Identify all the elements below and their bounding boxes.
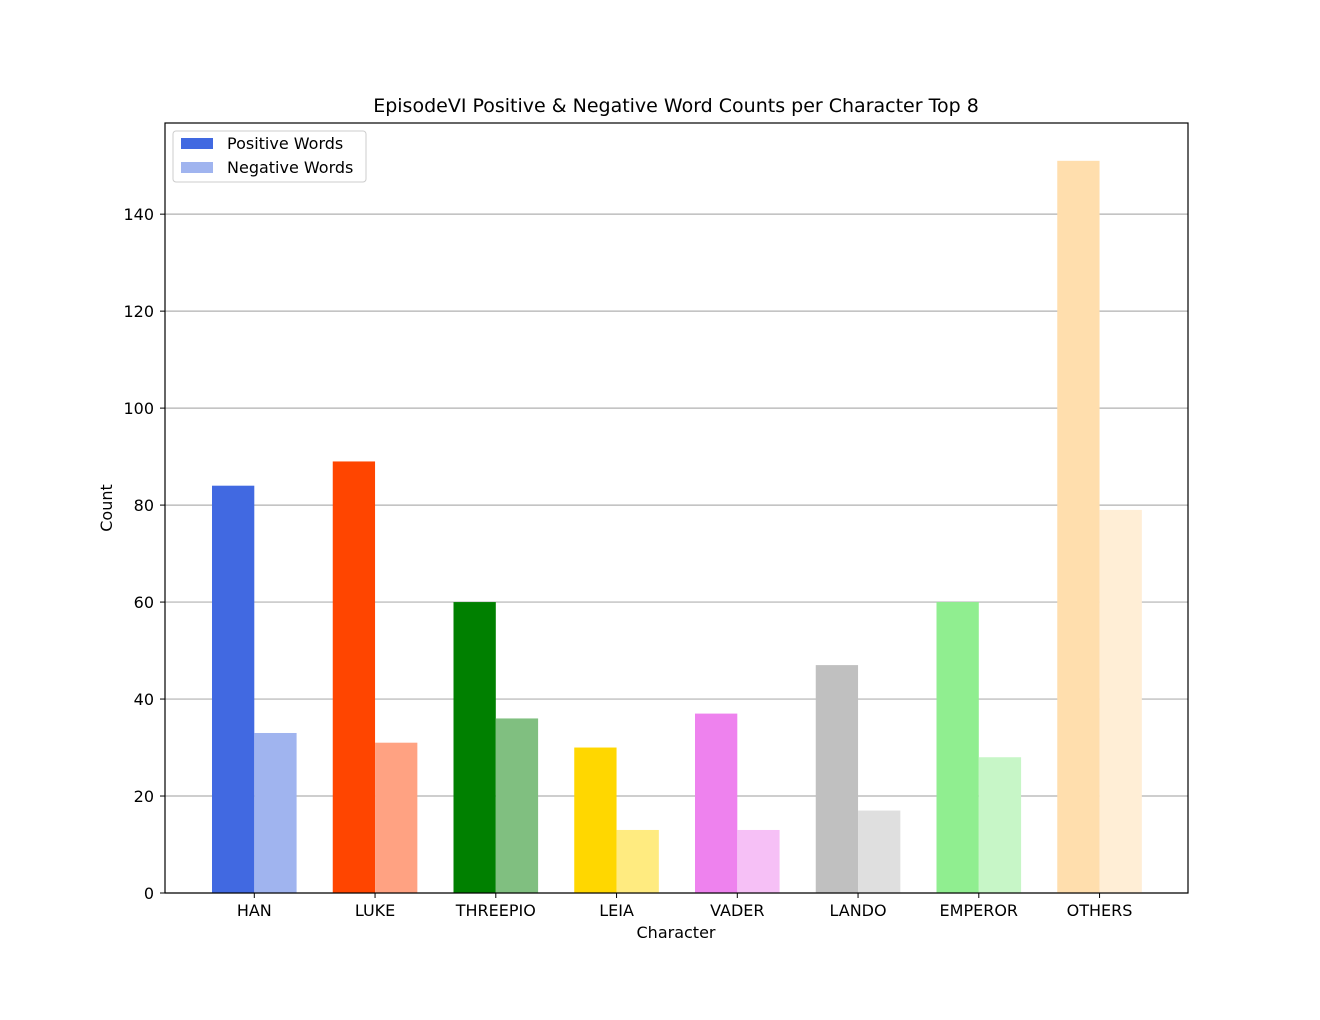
bars (212, 160, 1142, 893)
y-tick-label: 100 (123, 399, 154, 418)
legend-swatch-positive (181, 138, 213, 149)
plot-frame (164, 122, 1189, 894)
x-tick-label: LEIA (599, 901, 634, 920)
bar-luke-negative (375, 742, 418, 893)
x-tick-label: HAN (237, 901, 272, 920)
bar-vader-negative (737, 829, 780, 893)
x-tick-label: VADER (710, 901, 764, 920)
x-tick-label: EMPEROR (940, 901, 1019, 920)
legend-frame (172, 130, 367, 183)
y-axis: 0 20 40 60 80 100 120 140 (123, 205, 165, 903)
bar-leia-negative (616, 829, 659, 893)
bar-others-negative (1099, 509, 1142, 893)
y-tick-label: 40 (134, 690, 154, 709)
legend-label-positive: Positive Words (227, 134, 343, 153)
bar-han-positive (212, 485, 255, 893)
x-tick-label: THREEPIO (455, 901, 536, 920)
legend: Positive Words Negative Words (172, 130, 367, 183)
y-tick-label: 80 (134, 496, 154, 515)
y-axis-label: Count (97, 484, 116, 532)
x-axis: HAN LUKE THREEPIO LEIA VADER LANDO EMPEROR OTHE… (237, 893, 1133, 920)
legend-swatch-negative (181, 162, 213, 173)
bar-han-negative (254, 732, 297, 893)
x-axis-label: Character (637, 923, 716, 942)
y-tick-label: 0 (144, 884, 154, 903)
bar-vader-positive (695, 713, 738, 893)
bar-lando-positive (815, 665, 859, 893)
y-tick-label: 20 (134, 787, 154, 806)
bar-emperor-negative (978, 757, 1022, 893)
y-tick-label: 120 (123, 302, 154, 321)
x-tick-label: LUKE (355, 901, 395, 920)
bar-threepio-positive (453, 602, 496, 893)
x-tick-label: LANDO (829, 901, 886, 920)
bar-others-positive (1057, 160, 1100, 893)
bar-lando-negative (858, 810, 901, 893)
bar-luke-positive (332, 461, 376, 893)
y-tick-label: 60 (134, 593, 154, 612)
legend-label-negative: Negative Words (227, 158, 353, 177)
bar-leia-positive (574, 747, 617, 893)
x-tick-label: OTHERS (1067, 901, 1133, 920)
gridlines (165, 213, 1188, 894)
chart-title: EpisodeVI Positive & Negative Word Count… (373, 95, 979, 117)
bar-emperor-positive (936, 602, 979, 893)
bar-threepio-negative (495, 718, 539, 893)
y-tick-label: 140 (123, 205, 154, 224)
